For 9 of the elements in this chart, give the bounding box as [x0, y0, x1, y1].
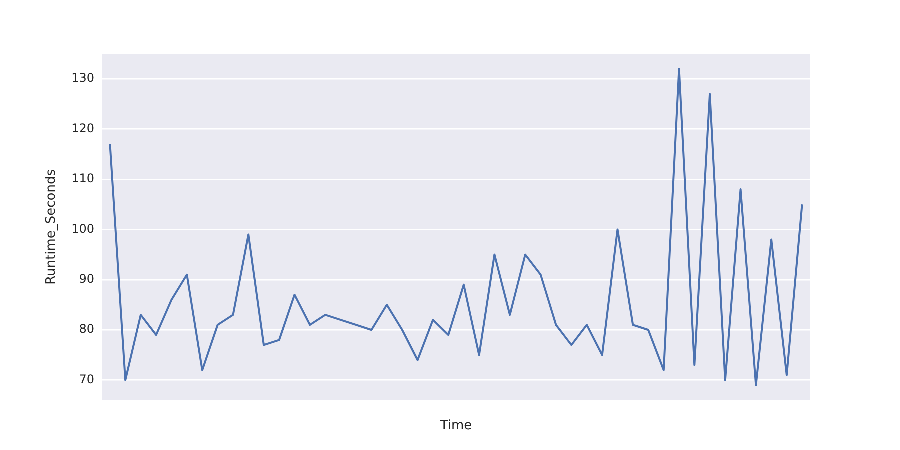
- y-tick-label: 110: [72, 172, 95, 186]
- x-axis-title: Time: [439, 418, 472, 434]
- y-tick-label: 130: [72, 71, 95, 86]
- y-tick-label: 100: [72, 222, 95, 236]
- y-tick-label: 80: [79, 322, 95, 336]
- y-tick-label: 90: [79, 272, 95, 286]
- y-tick-label: 70: [79, 372, 95, 386]
- y-axis-title: Runtime_Seconds: [44, 169, 60, 285]
- y-tick-label: 120: [72, 121, 95, 136]
